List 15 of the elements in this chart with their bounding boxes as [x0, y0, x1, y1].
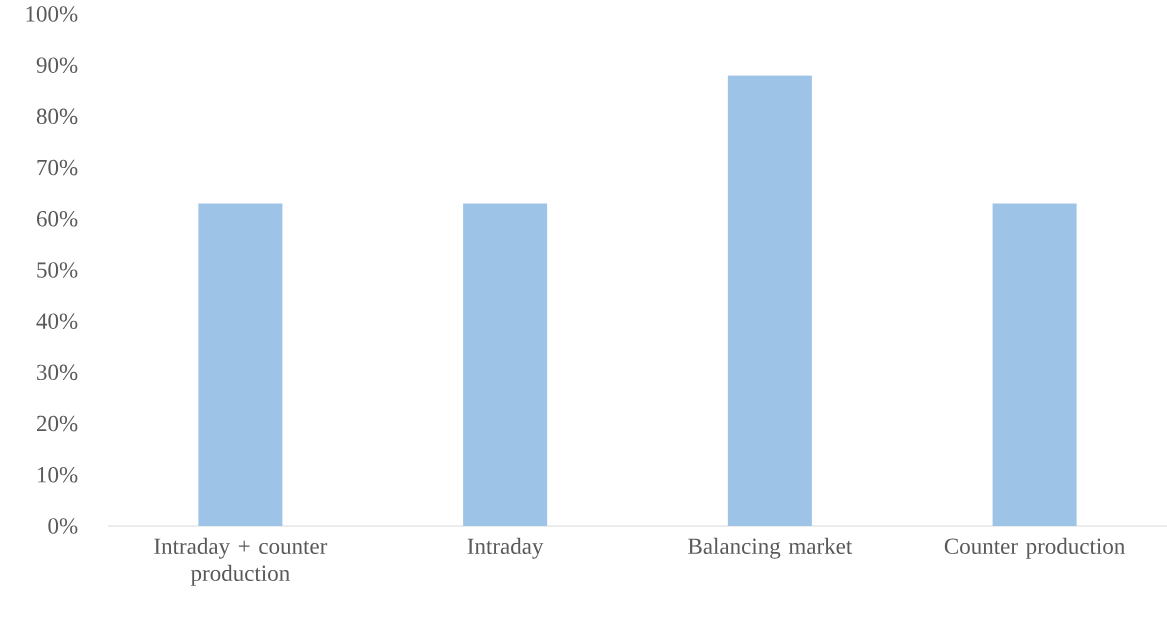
x-tick-label: Balancing market [688, 537, 853, 559]
x-tick-label: Counter production [944, 537, 1125, 559]
y-tick-label: 10% [38, 466, 78, 483]
y-tick-label: 20% [36, 415, 78, 432]
y-tick-label: 0% [48, 518, 78, 534]
y-tick-label: 40% [36, 313, 78, 329]
y-tick-label: 100% [26, 6, 78, 22]
y-tick-label: 50% [37, 262, 78, 278]
y-tick-label: 90% [36, 57, 78, 73]
x-tick-label: Intraday [467, 537, 544, 559]
y-tick-label: 70% [37, 159, 78, 176]
y-tick-label: 60% [36, 210, 78, 227]
x-tick-label: Intraday + counter production [154, 537, 328, 586]
y-tick-label: 80% [36, 108, 78, 125]
y-tick-label: 30% [37, 364, 78, 381]
